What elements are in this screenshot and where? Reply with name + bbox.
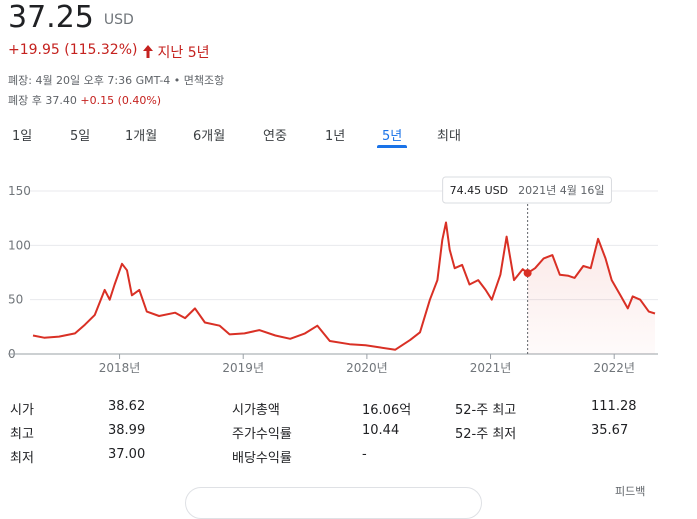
x-tick-label: 2019년 bbox=[222, 361, 264, 375]
period: 지난 5년 bbox=[157, 45, 210, 61]
stat-label: 주가수익률 bbox=[232, 427, 292, 442]
tab[interactable]: 1일 bbox=[12, 129, 33, 144]
stat-label: 최저 bbox=[10, 451, 34, 466]
stat-label: 시가총액 bbox=[232, 403, 280, 418]
stat-value: 38.62 bbox=[108, 399, 146, 414]
tab[interactable]: 5년 bbox=[382, 129, 403, 144]
change: +19.95 (115.32%) bbox=[8, 42, 138, 58]
stat-label: 시가 bbox=[10, 403, 34, 418]
after-hours: 폐장 후 37.40 +0.15 (0.40%) bbox=[8, 92, 161, 108]
x-tick-label: 2021년 bbox=[470, 361, 512, 375]
stat-value: 35.67 bbox=[591, 423, 629, 438]
closed-line: 폐장: 4월 20일 오후 7:36 GMT-4 • 면책조항 bbox=[8, 74, 225, 87]
tab[interactable]: 최대 bbox=[437, 129, 461, 144]
currency: USD bbox=[103, 12, 134, 28]
y-tick-label: 150 bbox=[8, 184, 31, 198]
stat-value: 111.28 bbox=[591, 399, 637, 414]
stat-value: 10.44 bbox=[362, 423, 400, 438]
stat-label: 52-주 최저 bbox=[455, 427, 517, 442]
tooltip-date: 2021년 4월 16일 bbox=[518, 183, 604, 197]
tab[interactable]: 1개월 bbox=[125, 129, 158, 144]
stat-value: 37.00 bbox=[108, 447, 146, 462]
price: 37.25 bbox=[8, 0, 94, 35]
x-tick-label: 2020년 bbox=[346, 361, 388, 375]
after-hours-price: 37.40 bbox=[45, 94, 77, 107]
after-hours-label: 폐장 후 bbox=[8, 94, 42, 107]
hover-dot bbox=[523, 269, 532, 278]
x-tick-label: 2018년 bbox=[99, 361, 141, 375]
y-tick-label: 100 bbox=[8, 238, 31, 252]
price-line bbox=[32, 221, 656, 351]
tooltip-value: 74.45 USD bbox=[450, 184, 509, 197]
area bbox=[527, 238, 655, 354]
feedback[interactable]: 피드백 bbox=[615, 485, 646, 498]
stat-value: 38.99 bbox=[108, 423, 146, 438]
tab-underline bbox=[377, 145, 408, 148]
stat-value: - bbox=[362, 447, 367, 462]
y-tick-label: 50 bbox=[8, 293, 23, 307]
x-tick-label: 2022년 bbox=[593, 361, 635, 375]
tab[interactable]: 1년 bbox=[325, 129, 346, 144]
closed: 폐장: 4월 20일 오후 7:36 GMT-4 bbox=[8, 74, 171, 87]
page: {"quote": {"price": "37.25", "currency":… bbox=[8, 0, 658, 519]
up-arrow bbox=[143, 45, 154, 58]
tab[interactable]: 연중 bbox=[263, 129, 287, 144]
stat-label: 52-주 최고 bbox=[455, 403, 517, 418]
after-hours-change: +0.15 (0.40%) bbox=[80, 94, 162, 107]
tab[interactable]: 5일 bbox=[70, 129, 91, 144]
tooltip-box bbox=[442, 176, 612, 204]
stat-label: 배당수익률 bbox=[232, 451, 292, 466]
tab[interactable]: 6개월 bbox=[193, 129, 226, 144]
disclaimer[interactable]: 면책조항 bbox=[183, 74, 225, 87]
stat-value: 16.06억 bbox=[362, 403, 412, 418]
search-box[interactable] bbox=[185, 487, 482, 519]
stat-label: 최고 bbox=[10, 427, 34, 442]
